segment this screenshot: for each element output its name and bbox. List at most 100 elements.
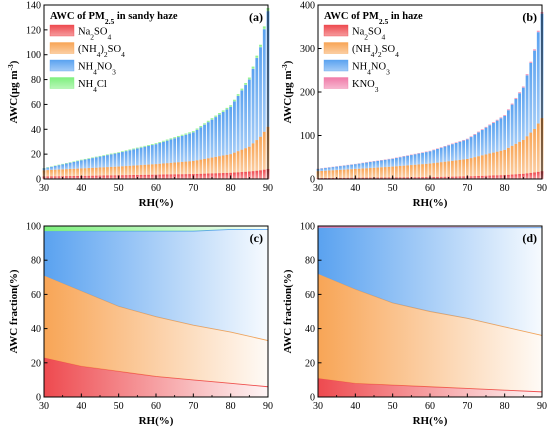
bar-nh4cl-rh64 — [169, 138, 173, 140]
bar-na2so4-rh56 — [413, 177, 417, 179]
x-tick-label: 30 — [39, 401, 49, 412]
legend-label-kno3: KNO3 — [352, 79, 379, 94]
bar-nh4cl-rh36 — [64, 163, 68, 164]
bar-nh42so4-rh58 — [421, 164, 424, 178]
bar-nh42so4-rh58 — [147, 164, 150, 175]
bar-na2so4-rh37 — [342, 177, 346, 179]
bar-kno3-rh86 — [525, 74, 529, 76]
bar-nh42so4-rh69 — [462, 159, 466, 177]
bar-na2so4-rh89 — [536, 171, 540, 179]
bar-nh4cl-rh72 — [199, 125, 203, 128]
legend-swatch-nh4no3 — [323, 59, 349, 72]
x-tick-label: 50 — [114, 401, 124, 412]
bar-nh4no3-rh35 — [61, 164, 65, 170]
x-tick-label: 90 — [537, 401, 547, 412]
bar-kno3-rh89 — [536, 30, 540, 33]
y-tick-label: 100 — [300, 222, 315, 233]
bar-nh4no3-rh67 — [454, 143, 458, 161]
bar-nh42so4-rh33 — [327, 170, 331, 178]
bar-nh4no3-rh44 — [94, 157, 98, 168]
legend-swatch-nh42so4 — [49, 42, 75, 54]
bar-nh4no3-rh53 — [402, 156, 406, 166]
bar-na2so4-rh78 — [221, 173, 225, 179]
bar-na2so4-rh66 — [450, 176, 454, 179]
bar-nh4cl-rh75 — [210, 118, 214, 120]
bar-kno3-rh66 — [450, 143, 454, 145]
bar-nh4cl-rh89 — [262, 26, 266, 30]
bar-nh4cl-rh83 — [240, 88, 244, 91]
x-tick-label: 70 — [188, 401, 198, 412]
panel-b: 30 40 50 60 70 80 90 0 100 200 300 400 RH(%) AWC(μg m… — [280, 1, 548, 210]
bar-nh4no3-rh47 — [106, 155, 109, 168]
bar-nh4no3-rh68 — [458, 141, 462, 160]
bar-nh42so4-rh63 — [439, 162, 443, 177]
bar-nh42so4-rh74 — [206, 158, 210, 174]
chart-title: AWC of PM2.5 in haze — [324, 11, 423, 26]
bar-nh4no3-rh41 — [357, 163, 361, 169]
bar-kno3-rh59 — [424, 151, 428, 153]
bar-na2so4-rh73 — [203, 173, 206, 179]
x-tick-label: 30 — [39, 183, 49, 194]
bar-nh4no3-rh80 — [503, 115, 507, 150]
bar-nh4no3-rh41 — [83, 159, 87, 169]
bar-nh4no3-rh54 — [406, 155, 410, 166]
bar-na2so4-rh61 — [158, 174, 162, 179]
bar-nh4cl-rh67 — [180, 134, 184, 136]
bar-nh4cl-rh49 — [113, 152, 117, 154]
bar-nh42so4-rh70 — [191, 160, 195, 175]
bar-nh4no3-rh76 — [214, 117, 218, 157]
y-tick-label: 60 — [31, 100, 41, 111]
bar-nh4no3-rh79 — [225, 109, 229, 155]
bar-na2so4-rh44 — [94, 175, 98, 179]
bar-nh4no3-rh64 — [443, 146, 447, 162]
bar-nh42so4-rh44 — [368, 168, 372, 178]
bar-nh42so4-rh56 — [413, 164, 417, 178]
bar-na2so4-rh72 — [199, 173, 203, 179]
legend-swatch-kno3 — [323, 77, 349, 89]
x-tick-label: 80 — [500, 401, 510, 412]
bar-nh4no3-rh60 — [428, 151, 432, 164]
bar-na2so4-rh39 — [76, 175, 80, 179]
bar-nh42so4-rh34 — [331, 170, 335, 178]
bar-kno3-rh88 — [533, 49, 536, 51]
bar-nh42so4-rh41 — [83, 168, 87, 176]
bar-nh4cl-rh85 — [247, 77, 251, 80]
bar-nh42so4-rh37 — [342, 169, 346, 178]
bar-kno3-rh79 — [499, 117, 503, 119]
area-nh4cl — [44, 226, 268, 232]
bar-na2so4-rh56 — [139, 174, 143, 179]
bar-nh42so4-rh87 — [255, 140, 259, 171]
bar-na2so4-rh83 — [514, 174, 518, 179]
bar-nh42so4-rh89 — [262, 131, 266, 170]
legend-swatch-na2so4 — [323, 24, 349, 37]
bar-nh42so4-rh79 — [225, 154, 229, 173]
bar-nh4no3-rh55 — [135, 148, 139, 166]
bar-na2so4-rh31 — [46, 176, 50, 179]
bar-nh42so4-rh75 — [210, 157, 214, 174]
x-tick-label: 40 — [350, 401, 360, 412]
bar-nh42so4-rh83 — [240, 149, 244, 173]
bar-nh4no3-rh57 — [143, 146, 147, 165]
bar-nh42so4-rh44 — [94, 167, 98, 176]
bar-nh42so4-rh34 — [57, 169, 61, 177]
x-tick-label: 60 — [151, 183, 161, 194]
bar-nh4no3-rh85 — [247, 79, 251, 147]
bar-nh4cl-rh48 — [109, 153, 113, 155]
y-tick-label: 100 — [300, 131, 315, 142]
bar-nh4cl-rh77 — [218, 113, 221, 115]
bar-nh4no3-rh57 — [417, 153, 421, 165]
bar-nh4no3-rh65 — [173, 138, 177, 163]
x-axis-label: RH(%) — [139, 415, 174, 427]
bar-nh42so4-rh77 — [218, 156, 221, 174]
bar-kno3-rh87 — [529, 61, 533, 63]
x-tick-label: 60 — [151, 401, 161, 412]
bar-nh42so4-rh64 — [443, 161, 447, 177]
bar-nh4cl-rh55 — [135, 147, 139, 149]
bar-kno3-rh78 — [495, 119, 499, 121]
bar-kno3-rh60 — [428, 150, 432, 152]
bar-nh4no3-rh34 — [57, 165, 61, 170]
legend-swatch-nh4no3 — [49, 59, 75, 72]
bar-kno3-rh57 — [417, 153, 421, 154]
x-tick-label: 50 — [388, 401, 398, 412]
bar-nh4no3-rh77 — [218, 114, 221, 157]
